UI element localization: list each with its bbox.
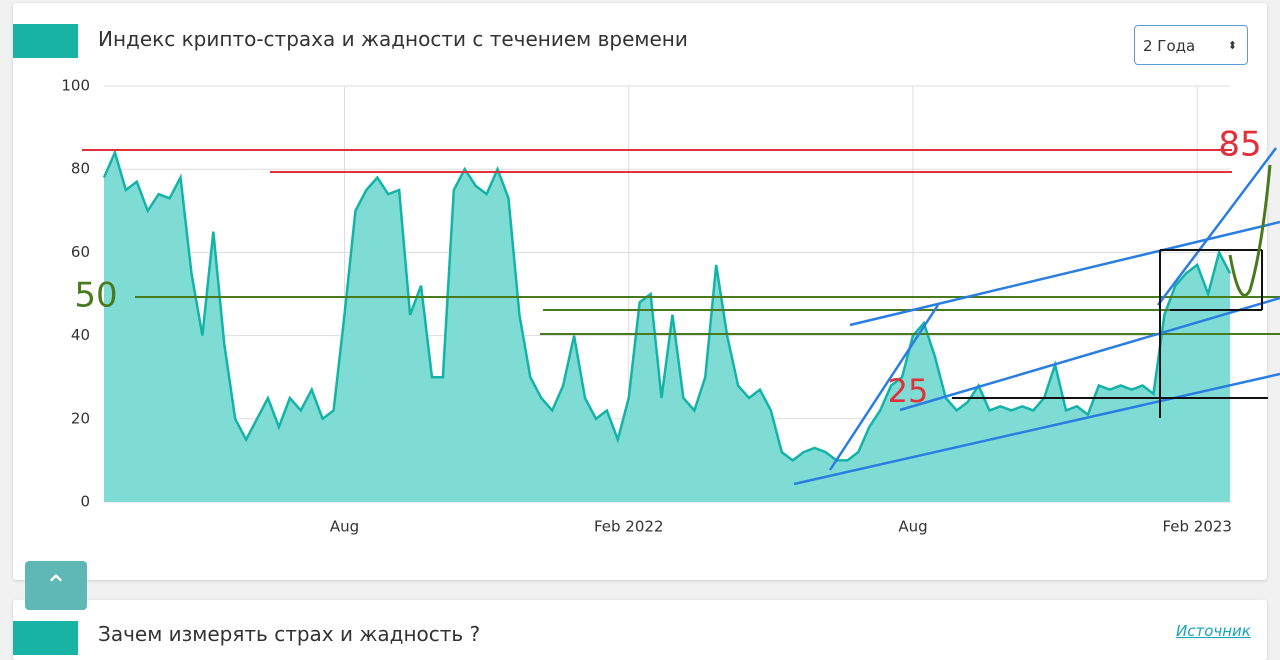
scroll-top-button[interactable]: ⌃	[25, 561, 87, 610]
x-tick-label: Aug	[898, 518, 927, 536]
annotation-curve	[1228, 164, 1272, 297]
annotation-text: 85	[1218, 125, 1261, 165]
annotation-line	[899, 296, 1280, 412]
period-value: 2 Года	[1143, 37, 1196, 55]
x-tick-label: Feb 2023	[1162, 518, 1232, 536]
next-title: Зачем измерять страх и жадность ?	[98, 622, 481, 646]
card-title: Индекс крипто-страха и жадности с течени…	[98, 27, 688, 51]
y-tick-label: 20	[71, 409, 90, 427]
tag-badge	[13, 621, 78, 655]
y-tick-label: 80	[71, 160, 90, 178]
area	[104, 152, 1230, 502]
annotation-text: 50	[74, 276, 117, 316]
period-select[interactable]: 2 Года ⬍	[1134, 25, 1248, 65]
line	[102, 148, 1232, 462]
tag-badge	[13, 24, 78, 58]
annotation-line	[1157, 147, 1277, 306]
y-tick-label: 0	[80, 493, 90, 511]
y-tick-label: 40	[71, 326, 90, 344]
x-tick-label: Aug	[330, 518, 359, 536]
page: Индекс крипто-страха и жадности с течени…	[13, 3, 1280, 660]
source-link[interactable]: Источник	[1176, 622, 1251, 640]
chart: 0 20 40 60 80 100 Aug Feb 2022 Aug Feb 2023 85 50 25	[61, 77, 1280, 536]
annotation-text: 25	[888, 372, 929, 410]
y-tick-label: 100	[61, 77, 90, 95]
x-tick-label: Feb 2022	[594, 518, 664, 536]
y-tick-label: 60	[71, 243, 90, 261]
annotation-line	[828, 304, 940, 471]
annotation-line	[793, 372, 1280, 486]
